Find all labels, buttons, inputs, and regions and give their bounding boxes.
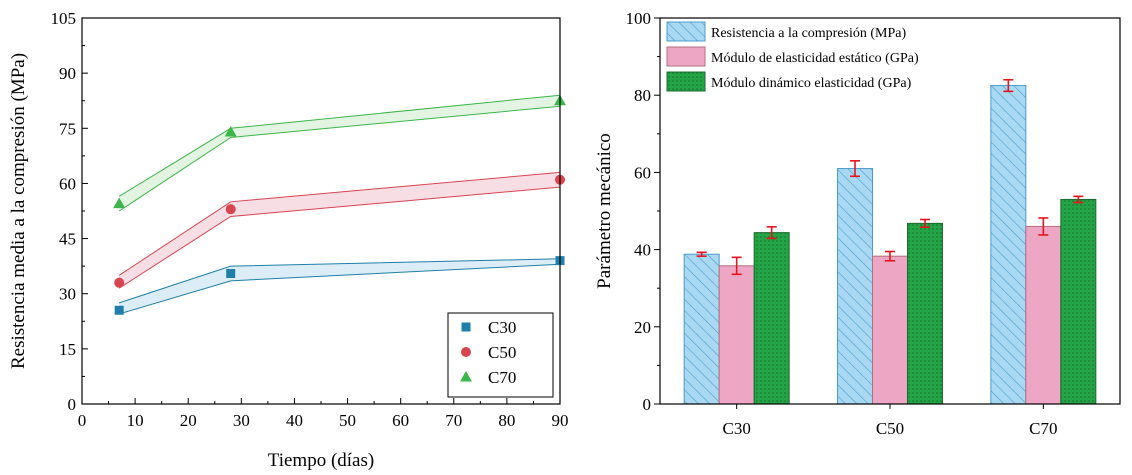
y-tick-label: 105 [51, 9, 77, 28]
x-tick-label: C50 [876, 419, 904, 438]
c50-point [225, 204, 236, 215]
left-x-axis-title: Tiempo (días) [268, 450, 374, 471]
legend-label-1: Módulo de elasticidad estático (GPa) [711, 51, 919, 66]
c30-band [119, 258, 560, 314]
legend-swatch-2 [666, 71, 706, 92]
bar-c70-2 [1060, 198, 1097, 405]
bar-c30-2 [753, 232, 790, 405]
y-tick-label: 30 [59, 285, 76, 304]
y-tick-label: 90 [59, 64, 76, 83]
c70-band [119, 95, 560, 211]
bar-c70-0 [990, 85, 1027, 405]
c50-band [119, 172, 560, 289]
x-tick-label: 40 [286, 411, 303, 430]
left-y-axis-title: Resistencia media a la compresión (MPa) [8, 53, 29, 369]
strength-over-time-chart: 0 10 20 30 40 50 60 70 80 90 0 15 30 45 60 75 90 105 Tie… [8, 9, 569, 471]
x-tick-label: 70 [445, 411, 462, 430]
bar-c50-0 [837, 168, 873, 405]
c50-band-lower-line [118, 186, 561, 289]
c30-point [114, 305, 124, 315]
right-legend: Resistencia a la compresión (MPa) Módulo … [666, 21, 919, 92]
y-tick-label: 60 [59, 174, 76, 193]
c50-band-upper-line [118, 171, 561, 276]
bar-c30-0 [683, 253, 720, 405]
legend-label-0: Resistencia a la compresión (MPa) [711, 26, 907, 41]
left-x-ticks: 0 10 20 30 40 50 60 70 80 90 [78, 398, 569, 430]
x-tick-label: C30 [722, 419, 750, 438]
error-bars [696, 78, 1084, 276]
legend-c70-label: C70 [488, 368, 516, 387]
bar-c50-1 [872, 255, 908, 405]
legend-swatch-0 [666, 21, 706, 42]
y-tick-label: 15 [59, 340, 76, 359]
x-tick-label: C70 [1029, 419, 1057, 438]
y-tick-label: 40 [634, 241, 651, 260]
y-tick-label: 75 [59, 119, 76, 138]
right-y-ticks: 0 20 40 60 80 100 [626, 9, 660, 414]
left-y-ticks: 0 15 30 45 60 75 90 105 [51, 9, 88, 414]
x-tick-label: 50 [339, 411, 356, 430]
y-tick-label: 100 [626, 9, 652, 28]
legend-c50-marker [461, 347, 471, 357]
legend-c30-marker [461, 322, 471, 332]
y-tick-label: 45 [59, 230, 76, 249]
bar-c70-1 [1025, 225, 1062, 405]
x-tick-label: 60 [392, 411, 409, 430]
x-tick-label: 90 [552, 411, 569, 430]
legend-c50-label: C50 [488, 343, 516, 362]
y-tick-label: 80 [634, 86, 651, 105]
legend-swatch-1 [666, 46, 706, 67]
c30-point [226, 268, 236, 278]
x-tick-label: 10 [127, 411, 144, 430]
c30-band-lower-line [119, 263, 561, 315]
y-tick-label: 20 [634, 318, 651, 337]
right-y-axis-title: Parámetro mecánico [594, 133, 615, 289]
c70-band-lower-line [118, 105, 561, 212]
legend-label-2: Módulo dinámico elasticidad (GPa) [711, 76, 912, 91]
left-legend: C30 C50 C70 [447, 312, 554, 398]
x-tick-label: 80 [498, 411, 515, 430]
c70-point [113, 197, 126, 209]
y-tick-label: 0 [643, 395, 652, 414]
bar-c50-2 [907, 222, 943, 405]
right-x-ticks: C30 C50 C70 [722, 404, 1058, 438]
y-tick-label: 60 [634, 163, 651, 182]
legend-c70-marker [460, 371, 472, 382]
legend-c30-label: C30 [488, 318, 516, 337]
x-tick-label: 0 [78, 411, 87, 430]
y-tick-label: 0 [68, 395, 77, 414]
c50-point [114, 277, 125, 288]
x-tick-label: 20 [180, 411, 197, 430]
c30-band-upper-line [119, 258, 561, 304]
c70-point [224, 125, 237, 137]
bar-c30-1 [718, 265, 755, 405]
mechanical-parameters-chart: C30 C50 C70 0 20 40 60 80 100 Parámetro mecánic… [594, 9, 1121, 438]
x-tick-label: 30 [233, 411, 250, 430]
bars [683, 85, 1097, 405]
